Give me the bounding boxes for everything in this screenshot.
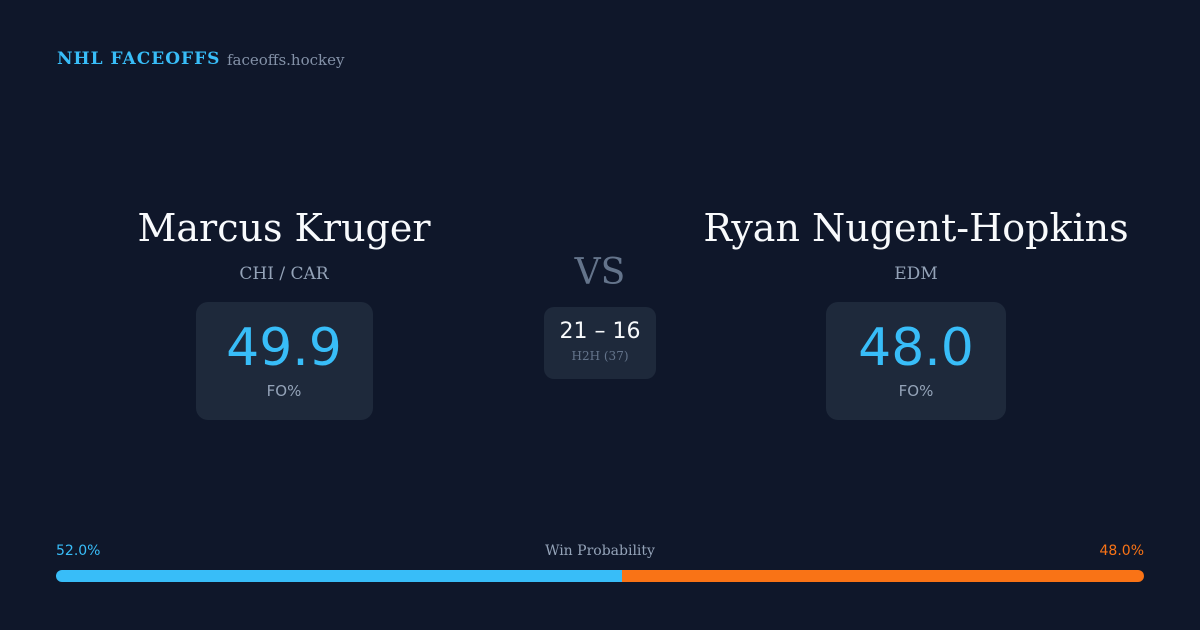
vs: VS	[574, 252, 626, 293]
h2h-box	[544, 307, 656, 379]
win-prob-title: Win Probability	[545, 543, 655, 559]
h2h-label: H2H (37)	[571, 349, 629, 363]
stat-box	[826, 302, 1006, 420]
win-prob-right: 48.0%	[1099, 543, 1144, 559]
fo-pct: 49.9	[226, 318, 342, 378]
player-team: CHI / CAR	[239, 264, 329, 284]
player-name: Marcus Kruger	[137, 206, 431, 250]
win-prob-left: 52.0%	[56, 543, 101, 559]
win-bar-right	[621, 570, 1144, 582]
brand: NHL FACEOFFS	[57, 49, 221, 69]
fo-label: FO%	[266, 382, 302, 400]
stat-box	[196, 302, 373, 420]
player-name: Ryan Nugent-Hopkins	[703, 206, 1129, 250]
win-bar-left	[56, 570, 622, 582]
player-team: EDM	[894, 264, 938, 284]
domain: faceoffs.hockey	[227, 51, 345, 69]
h2h-score: 21 – 16	[559, 319, 641, 344]
fo-label: FO%	[898, 382, 934, 400]
fo-pct: 48.0	[858, 318, 974, 378]
